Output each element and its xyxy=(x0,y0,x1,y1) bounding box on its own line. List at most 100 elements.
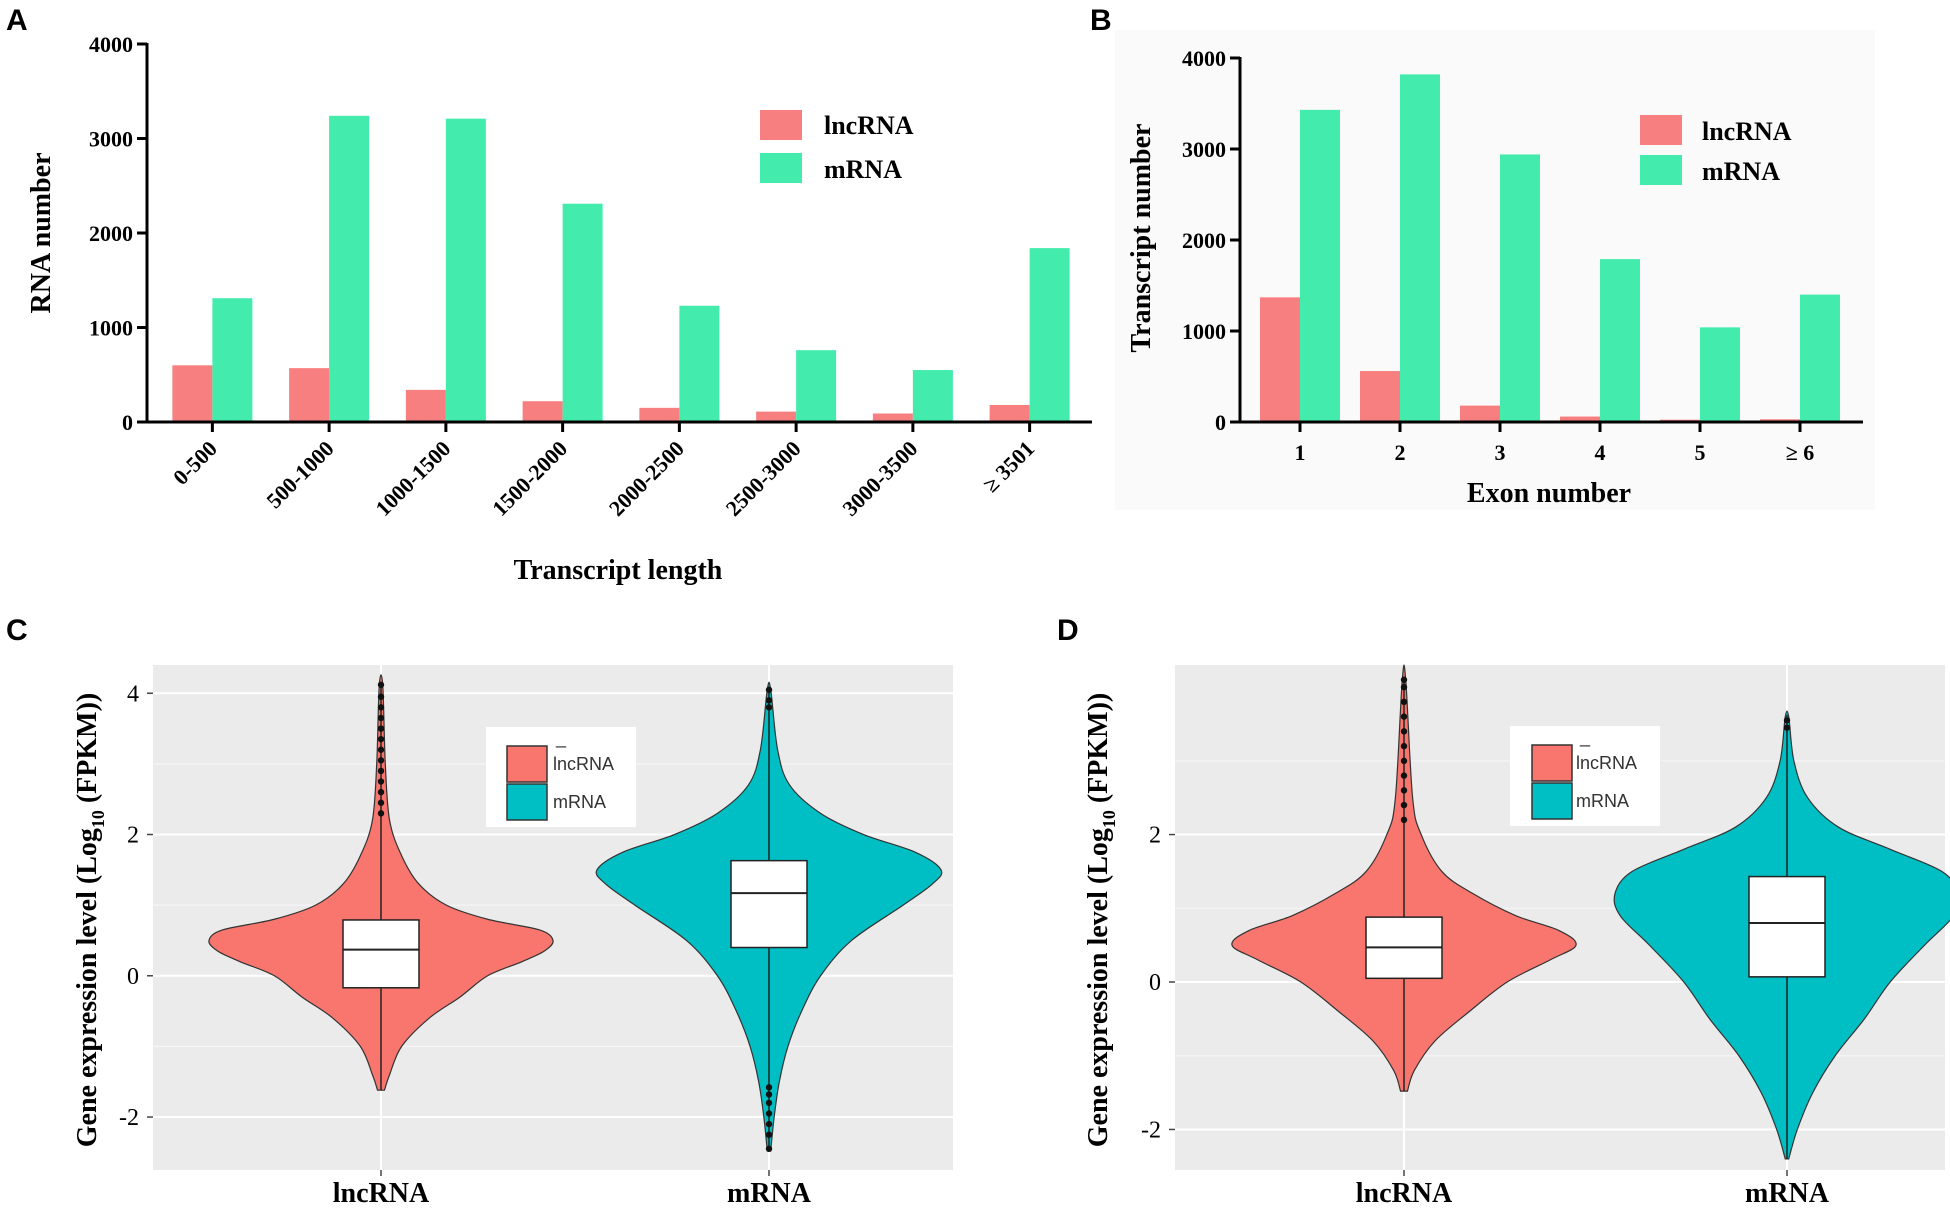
outlier-point-lncrna xyxy=(1400,772,1408,779)
panel-a-x-title: Transcript length xyxy=(514,555,723,586)
outlier-point-mrna xyxy=(765,686,773,693)
panel-c-legend-label-mrna: mRNA xyxy=(553,792,606,812)
outlier-point-lncrna xyxy=(377,757,385,764)
outlier-point-lncrna xyxy=(1400,757,1408,765)
outlier-point-lncrna xyxy=(377,767,385,775)
y-tick-label: 3000 xyxy=(89,127,133,152)
panel-b-background xyxy=(1115,30,1875,510)
x-tick-label: lncRNA xyxy=(333,1178,430,1209)
panel-c-y-title: Gene expression level (Log10 (FPKM)) xyxy=(72,693,108,1148)
panel-a-legend-label-mrna: mRNA xyxy=(824,155,902,184)
panel-a-legend: lncRNA mRNA xyxy=(760,110,914,184)
bar-mrna-6 xyxy=(1800,294,1840,422)
x-tick-label: ≥ 6 xyxy=(1786,440,1815,465)
bar-mrna-1 xyxy=(212,298,253,422)
bar-mrna-5 xyxy=(1700,327,1740,422)
panel-label-b: B xyxy=(1090,4,1112,37)
panel-c-legend: _ lncRNA mRNA xyxy=(486,727,636,827)
bar-lncrna-1 xyxy=(1260,297,1300,422)
panel-label-a: A xyxy=(6,4,28,37)
bar-mrna-3 xyxy=(445,118,486,422)
panel-b-x-title: Exon number xyxy=(1467,478,1631,509)
outlier-point-mrna xyxy=(765,1084,773,1091)
bar-mrna-3 xyxy=(1500,154,1540,422)
y-tick-label: 1000 xyxy=(89,316,133,341)
outlier-point-mrna xyxy=(765,1145,773,1153)
panel-d-legend: _ lncRNA mRNA xyxy=(1510,726,1660,826)
panel-b-legend-swatch-lncrna xyxy=(1640,115,1682,145)
panel-d-legend-swatch-lncrna xyxy=(1531,744,1573,782)
outlier-point-lncrna xyxy=(377,746,385,753)
panel-b-bars xyxy=(1260,74,1840,423)
x-tick-label: 1 xyxy=(1295,440,1306,465)
panel-label-c: C xyxy=(6,614,28,647)
panel-d-legend-title: _ xyxy=(1579,727,1591,748)
panel-a-legend-swatch-mrna xyxy=(760,153,802,183)
bar-mrna-4 xyxy=(1600,259,1640,422)
panel-b-x-ticks: 1 2 3 4 5 ≥ 6 xyxy=(1295,422,1815,465)
outlier-point-lncrna xyxy=(1400,816,1408,824)
y-tick-label: 4000 xyxy=(1182,46,1226,71)
panel-label-d: D xyxy=(1057,614,1079,647)
panel-c-y-ticks: -2 0 2 4 xyxy=(119,681,153,1131)
panel-a-legend-swatch-lncrna xyxy=(760,110,802,140)
bar-lncrna-2 xyxy=(1360,371,1400,422)
outlier-point-lncrna xyxy=(1400,713,1408,720)
outlier-point-mrna xyxy=(765,1099,773,1107)
outlier-point-lncrna xyxy=(377,810,385,817)
outlier-point-mrna xyxy=(765,697,773,704)
x-tick-label: 3 xyxy=(1495,440,1506,465)
panel-c-legend-swatch-mrna xyxy=(506,783,548,821)
outlier-point-lncrna xyxy=(1400,787,1408,794)
y-tick-label: 4000 xyxy=(89,32,133,57)
outlier-point-mrna xyxy=(765,1120,773,1128)
panel-d-y-title: Gene expression level (Log10 (FPKM)) xyxy=(1083,693,1119,1148)
outlier-point-lncrna xyxy=(1400,683,1408,691)
bar-lncrna-3 xyxy=(405,389,446,422)
bar-mrna-2 xyxy=(1400,74,1440,422)
y-tick-label: 2000 xyxy=(1182,228,1226,253)
outlier-point-lncrna xyxy=(377,799,385,806)
x-tick-label: lncRNA xyxy=(1356,1178,1453,1209)
outlier-point-lncrna xyxy=(377,725,385,732)
bar-lncrna-7 xyxy=(872,413,913,422)
outlier-point-lncrna xyxy=(377,778,385,785)
y-tick-label: 2 xyxy=(127,823,139,849)
outlier-point-lncrna xyxy=(1400,676,1408,683)
box-mrna xyxy=(730,859,808,949)
panel-d-y-ticks: -2 0 2 xyxy=(1141,823,1175,1143)
x-tick-label: 2 xyxy=(1395,440,1406,465)
bar-lncrna-2 xyxy=(289,368,330,422)
box-mrna xyxy=(1748,875,1826,978)
outlier-point-lncrna xyxy=(377,704,385,711)
panel-d-y-title-end: (FPKM)) xyxy=(1083,693,1114,810)
panel-d-violin-plot: -2 0 2 lncRNA mRNA Gene expression level (L… xyxy=(1083,664,1950,1209)
panel-a-bars xyxy=(172,115,1070,422)
bar-mrna-5 xyxy=(679,305,720,422)
bar-mrna-1 xyxy=(1300,109,1340,423)
bar-lncrna-5 xyxy=(639,407,680,422)
y-tick-label: 0 xyxy=(1149,970,1161,996)
outlier-point-mrna xyxy=(765,1091,773,1098)
panel-b-y-ticks: 0 1000 2000 3000 4000 xyxy=(1182,46,1240,435)
outlier-point-mrna xyxy=(765,1131,773,1138)
y-tick-label: 0 xyxy=(1215,410,1226,435)
outlier-point-mrna xyxy=(765,1110,773,1117)
outlier-point-lncrna xyxy=(1400,742,1408,750)
outlier-point-lncrna xyxy=(377,788,385,796)
y-tick-label: -2 xyxy=(1141,1117,1161,1143)
bar-mrna-4 xyxy=(562,203,603,422)
panel-c-legend-label-lncrna: lncRNA xyxy=(553,754,614,774)
bar-lncrna-6 xyxy=(756,411,797,422)
y-tick-label: 2 xyxy=(1149,823,1161,849)
bar-mrna-6 xyxy=(796,350,837,422)
y-tick-label: 1000 xyxy=(1182,319,1226,344)
y-tick-label: -2 xyxy=(119,1105,139,1131)
y-tick-label: 2000 xyxy=(89,221,133,246)
bar-lncrna-1 xyxy=(172,365,213,422)
outlier-point-lncrna xyxy=(377,735,385,743)
panel-c-y-title-sub: 10 xyxy=(88,810,108,828)
panel-d-y-title-main: Gene expression level (Log xyxy=(1083,828,1114,1147)
panel-b-legend-label-lncrna: lncRNA xyxy=(1702,117,1792,146)
